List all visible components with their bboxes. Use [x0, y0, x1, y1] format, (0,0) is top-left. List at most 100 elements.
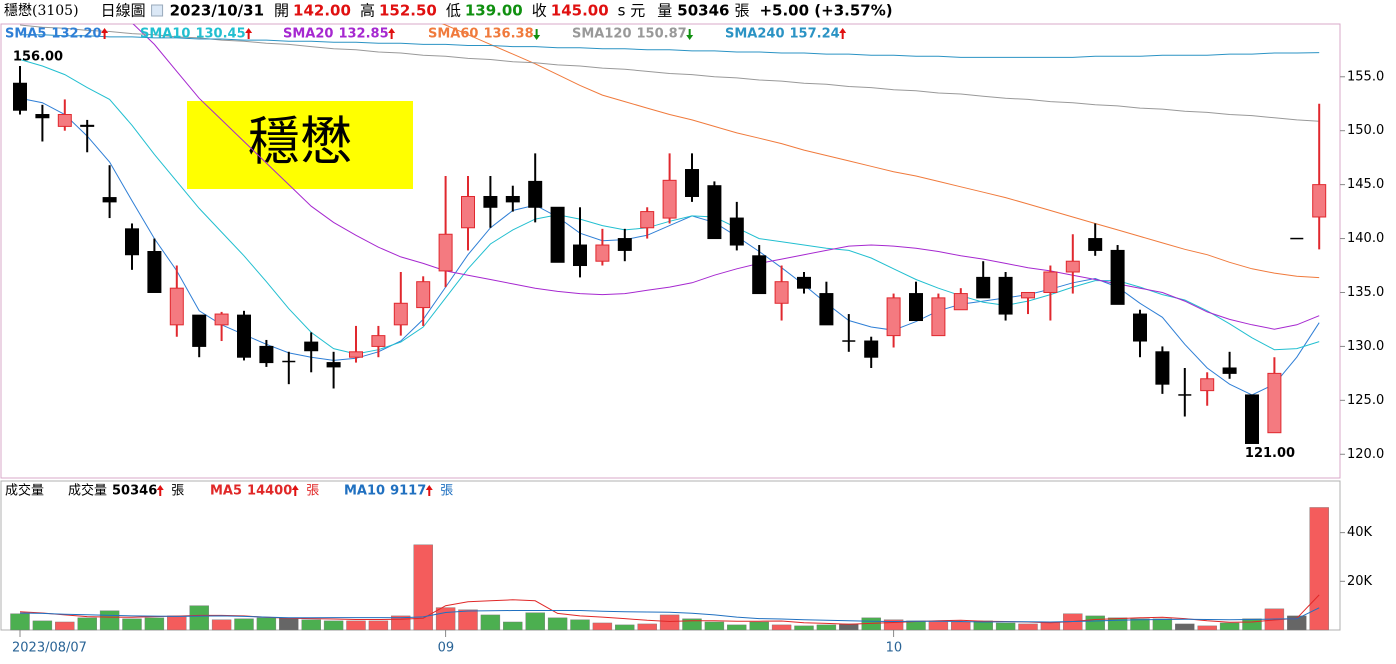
x-tick-label: 09 [438, 641, 455, 656]
candle-body [169, 287, 184, 326]
volume-bar [1287, 615, 1307, 631]
candle-body [1065, 260, 1080, 273]
volume-summary-label: 成交量 [68, 483, 107, 499]
candle-body [1088, 238, 1103, 251]
volume-bar [659, 614, 680, 631]
y-tick-label: 150.0 [1347, 123, 1384, 138]
candle-body [953, 293, 968, 311]
trend-arrow [101, 28, 109, 33]
field-value: 152.50 [379, 2, 437, 20]
trend-arrow [841, 33, 844, 39]
volume-bar [682, 618, 702, 631]
volume-bar [1018, 623, 1038, 631]
extreme-label: 121.00 [1245, 446, 1295, 461]
volume-bar [749, 621, 769, 631]
candle-body [214, 313, 229, 326]
candle-body [483, 195, 498, 208]
legend-value: 132.20 [51, 27, 101, 42]
y-tick-label: 130.0 [1347, 339, 1384, 354]
volume-bar [279, 617, 299, 631]
candle-body [393, 302, 408, 326]
candle-body [1245, 394, 1259, 444]
field-label: 開 [274, 2, 289, 20]
candle-body [1312, 184, 1327, 218]
line [132, 24, 1320, 330]
volume-bar [704, 621, 725, 631]
candle-body [125, 228, 139, 256]
candle-body [13, 82, 27, 111]
volume-bar [1085, 615, 1105, 631]
trend-arrow [291, 485, 299, 490]
legend-value: 157.24 [790, 27, 840, 42]
volume-value: 50346 [677, 2, 729, 20]
legend-name: SMA240 [725, 27, 785, 42]
volume-bar [10, 613, 30, 631]
trend-arrow [425, 485, 433, 490]
candle-body [1155, 351, 1170, 385]
candle-body [1200, 378, 1215, 392]
header-bar [0, 0, 1396, 22]
volume-bar [727, 624, 747, 631]
trend-arrow [688, 29, 691, 35]
trend-arrow [535, 29, 538, 35]
volume-summary-value: 50346 [112, 484, 157, 499]
volume-unit: 張 [734, 2, 749, 20]
volume-lines [19, 594, 1320, 625]
y-tick-label: 125.0 [1347, 393, 1384, 408]
volume-bar [928, 620, 949, 631]
volume-bar [525, 612, 545, 631]
x-tick-label: 2023/08/07 [12, 641, 87, 656]
volume-bar [883, 619, 904, 631]
volume-bar [435, 607, 456, 631]
legend-unit: 張 [440, 484, 453, 499]
candle-body [1021, 291, 1035, 299]
volume-bar [951, 621, 971, 631]
candle-body [304, 341, 319, 352]
candle-body [707, 185, 722, 240]
volume-bar [413, 544, 433, 631]
legend-name: SMA5 [5, 27, 46, 42]
volume-bar [256, 617, 277, 631]
volume-bar [211, 619, 232, 631]
candle-body [80, 124, 95, 127]
trend-arrow [533, 35, 541, 40]
period-toggle [151, 4, 164, 17]
price-unit: s 元 [618, 2, 646, 20]
volume-bar [592, 622, 613, 631]
volume-bar [637, 623, 657, 631]
candle-body [259, 345, 274, 364]
y-tick-label: 145.0 [1347, 177, 1384, 192]
legend-name: MA5 [210, 484, 242, 499]
trend-arrow [103, 33, 106, 39]
volume-bar [368, 620, 389, 631]
volume-bar [122, 618, 142, 631]
volume-bar [77, 617, 97, 631]
trend-arrow [390, 33, 393, 39]
volume-bar [32, 620, 53, 631]
field-value: 139.00 [465, 2, 523, 20]
line [441, 24, 1320, 279]
volume-bar [167, 615, 187, 631]
candle-body [909, 293, 923, 322]
candle-body [1267, 372, 1282, 434]
candle-body [237, 314, 251, 358]
volume-bar [346, 620, 366, 631]
tag-text: 穩懋 [248, 113, 352, 173]
candle-body [192, 314, 207, 347]
trend-arrow [156, 485, 164, 490]
legend-name: SMA20 [283, 27, 333, 42]
legend-value: 9117 [390, 484, 426, 499]
candle-body [797, 276, 811, 289]
volume-bar [458, 609, 478, 631]
candle-body [102, 197, 117, 203]
candle-body [57, 114, 72, 127]
trend-arrow [839, 28, 847, 33]
volume-bar [1175, 623, 1195, 631]
candle-body [685, 169, 699, 197]
candle-body [505, 195, 520, 203]
candle-body [976, 276, 991, 299]
volume-bar [570, 619, 590, 631]
line [19, 24, 1320, 122]
candle-body [1133, 313, 1147, 342]
volume-bar [1130, 618, 1150, 631]
